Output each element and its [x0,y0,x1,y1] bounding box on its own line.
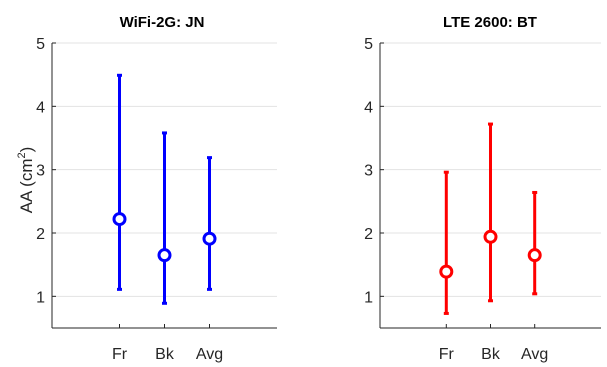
y-tick-label: 3 [364,163,373,180]
mean-marker [202,231,217,246]
y-tick-label: 5 [36,36,45,53]
x-tick-label: Fr [439,346,455,363]
y-tick-label: 2 [36,226,45,243]
x-tick-label: Fr [112,346,128,363]
y-tick-label: 5 [364,36,373,53]
mean-marker [527,248,542,263]
y-tick-label: 2 [364,226,373,243]
chart-title: LTE 2600: BT [443,14,537,31]
mean-marker [112,212,127,227]
plot-area: 1 2 3 4 5 Fr Bk Avg [36,36,277,363]
x-tick-label: Avg [196,346,223,363]
y-axis-label: AA (cm2) [16,147,36,214]
y-tick-label: 1 [364,289,373,306]
y-tick-label: 4 [36,99,45,116]
x-tick-label: Avg [521,346,548,363]
y-tick-label: 4 [364,99,373,116]
y-tick-label: 1 [36,289,45,306]
chart-panel-wifi: WiFi-2G: JN AA (cm2) 1 2 3 4 5 Fr Bk Avg [16,14,277,363]
mean-marker [157,248,172,263]
x-tick-label: Bk [155,346,175,363]
chart-panel-lte: LTE 2600: BT 1 2 3 4 5 Fr Bk Avg [364,14,601,363]
chart-title: WiFi-2G: JN [120,14,205,31]
mean-marker [439,264,454,279]
mean-marker [483,229,498,244]
y-tick-label: 3 [36,163,45,180]
x-tick-label: Bk [481,346,501,363]
plot-area: 1 2 3 4 5 Fr Bk Avg [364,36,601,363]
